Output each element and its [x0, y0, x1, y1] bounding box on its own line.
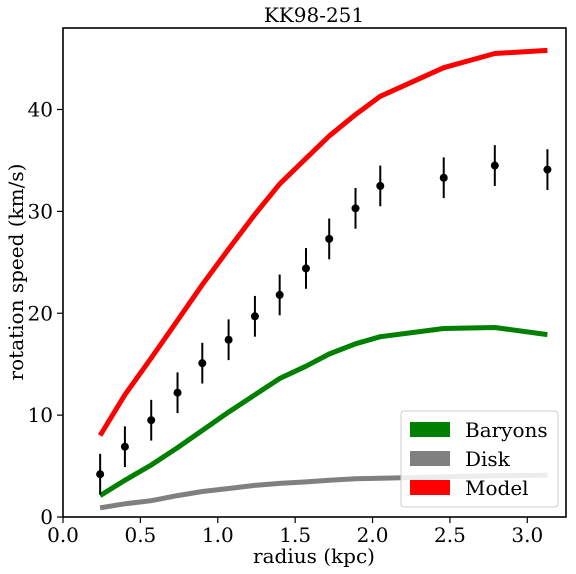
observed-point — [543, 165, 552, 174]
series-line-baryons — [98, 325, 548, 498]
observed-point — [439, 173, 448, 182]
observed-point — [301, 264, 310, 273]
y-tick-label: 10 — [28, 403, 53, 427]
legend-swatch-disk — [410, 451, 450, 466]
y-tick-label: 0 — [40, 505, 53, 529]
legend-label-model: Model — [465, 476, 529, 500]
y-tick-label: 20 — [28, 301, 53, 325]
series-line-model — [97, 47, 548, 437]
x-axis-label: radius (kpc) — [253, 544, 375, 568]
observed-point — [490, 161, 499, 170]
observed-point — [250, 312, 259, 321]
y-tick-label: 30 — [28, 199, 53, 223]
observed-point — [224, 335, 233, 344]
x-tick-label: 1.0 — [202, 523, 234, 547]
observed-point — [275, 290, 284, 299]
legend: Baryons Disk Model — [400, 410, 559, 508]
observed-point — [198, 359, 207, 368]
y-axis-ticks: 0 10 20 30 40 — [28, 98, 63, 529]
observed-point — [96, 470, 105, 479]
x-axis-ticks: 0.0 0.5 1.0 1.5 2.0 2.5 3.0 — [47, 517, 543, 547]
observed-point — [173, 388, 182, 397]
x-tick-label: 2.0 — [357, 523, 389, 547]
x-tick-label: 2.5 — [434, 523, 466, 547]
observed-point — [120, 442, 129, 451]
x-tick-label: 1.5 — [279, 523, 311, 547]
x-tick-label: 0.0 — [47, 523, 79, 547]
observed-point — [325, 234, 334, 243]
observed-points — [96, 161, 552, 479]
legend-swatch-baryons — [410, 422, 450, 437]
y-axis-label: rotation speed (km/s) — [4, 164, 28, 381]
observed-point — [351, 204, 360, 213]
observed-point — [147, 416, 156, 425]
legend-swatch-model — [410, 480, 450, 495]
x-tick-label: 0.5 — [124, 523, 156, 547]
legend-label-baryons: Baryons — [465, 418, 548, 442]
observed-point — [376, 181, 385, 190]
chart-title: KK98-251 — [264, 3, 364, 27]
legend-label-disk: Disk — [465, 447, 511, 471]
x-tick-label: 3.0 — [511, 523, 543, 547]
y-tick-label: 40 — [28, 98, 53, 122]
plot-frame — [62, 27, 567, 518]
